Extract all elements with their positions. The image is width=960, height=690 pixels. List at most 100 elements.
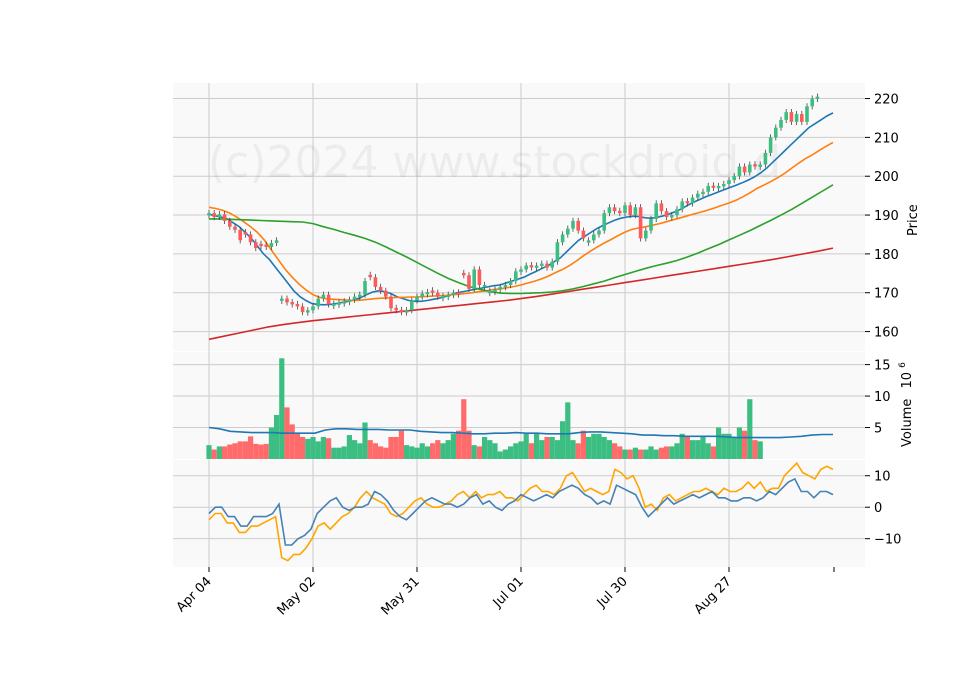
candle-body [581,230,586,239]
candle-body [363,281,367,295]
x-tick-label: Jul 01 [490,574,527,611]
volume-bar [258,444,264,459]
candle-body [774,127,778,138]
volume-bar [424,446,430,459]
volume-bar [378,446,384,459]
price-ma-line-2 [208,141,834,302]
price-tick-label: 220 [874,93,899,108]
candle-body [482,284,487,288]
volume-bar [232,443,238,459]
candle-body [306,310,310,313]
candle-body [347,299,352,303]
candlesticks [207,93,820,316]
candle-body [321,294,326,299]
candle-body [389,296,393,309]
volume-bar [341,446,347,459]
candle-body [295,304,300,307]
volume-bar [414,447,420,459]
candle-body [753,164,757,167]
candle-body [742,166,747,173]
volume-bar [315,441,321,459]
candle-body [737,166,742,177]
candle-body [462,272,466,276]
candle-body [727,180,731,184]
candle-body [254,242,258,249]
candle-body [628,205,632,216]
volume-bar [513,443,519,459]
candle-body [800,114,804,122]
volume-bar [632,447,638,459]
volume-bar [268,427,274,459]
candle-body [576,220,580,231]
candle-body [555,242,560,262]
volume-bar [430,443,436,459]
volume-tick-label: 10 [874,390,891,405]
candle-body [586,240,591,243]
volume-bar [456,430,462,459]
volume-bar [450,433,456,459]
volume-bar [679,433,685,459]
price-tick-label: 210 [874,131,899,146]
candle-body [238,229,242,241]
volume-axis-title: Volume 10 6 [898,362,915,447]
candle-body [477,269,482,285]
candle-body [410,300,414,311]
volume-bar [643,449,649,459]
candle-body [207,213,211,216]
x-tick-label: May 02 [275,574,319,618]
candle-body [560,234,565,243]
volume-bar [492,443,498,459]
candle-body [503,284,508,288]
candle-body [384,290,388,297]
volume-bar [279,358,285,459]
candle-body [722,183,726,187]
candle-body [342,301,346,304]
candle-body [607,207,612,214]
candle-body [514,271,518,282]
volume-bar [242,441,248,459]
volume-bar [294,433,300,459]
candle-body [618,210,622,214]
volume-bar [388,436,394,459]
volume-bar [263,443,269,459]
candle-body [638,207,643,239]
candle-body [264,244,268,247]
candle-body [212,213,216,217]
candle-body [633,207,638,216]
candle-body [649,218,653,231]
x-tick-label: Jul 30 [594,574,631,611]
candle-body [352,296,357,300]
indicator-tick-label: 10 [874,470,891,485]
candle-body [228,220,232,227]
volume-bar [648,446,654,459]
candle-body [597,230,601,235]
price-axis-title: Price [906,204,921,236]
volume-bar [658,447,664,459]
candle-body [789,112,794,122]
volume-bar [586,436,592,459]
volume-bar [393,436,399,459]
volume-bar [476,446,482,459]
volume-bar [482,436,488,459]
candle-body [394,307,398,311]
candle-body [259,243,263,247]
candle-body [399,309,404,313]
candle-body [316,298,320,307]
candle-body [222,214,227,221]
volume-bar [227,444,233,459]
candle-body [784,112,788,120]
volume-bar [591,433,597,459]
volume-bar [596,433,602,459]
volume-bar [404,445,410,459]
volume-bar [726,433,732,459]
candle-body [274,240,279,244]
candle-body [529,265,534,268]
volume-bar [570,440,576,459]
candle-body [217,214,222,217]
candle-body [805,106,809,122]
candle-body [670,215,674,218]
volume-bar [747,399,753,459]
volume-bar [684,436,690,459]
candle-body [430,290,435,293]
volume-bar [627,449,633,459]
